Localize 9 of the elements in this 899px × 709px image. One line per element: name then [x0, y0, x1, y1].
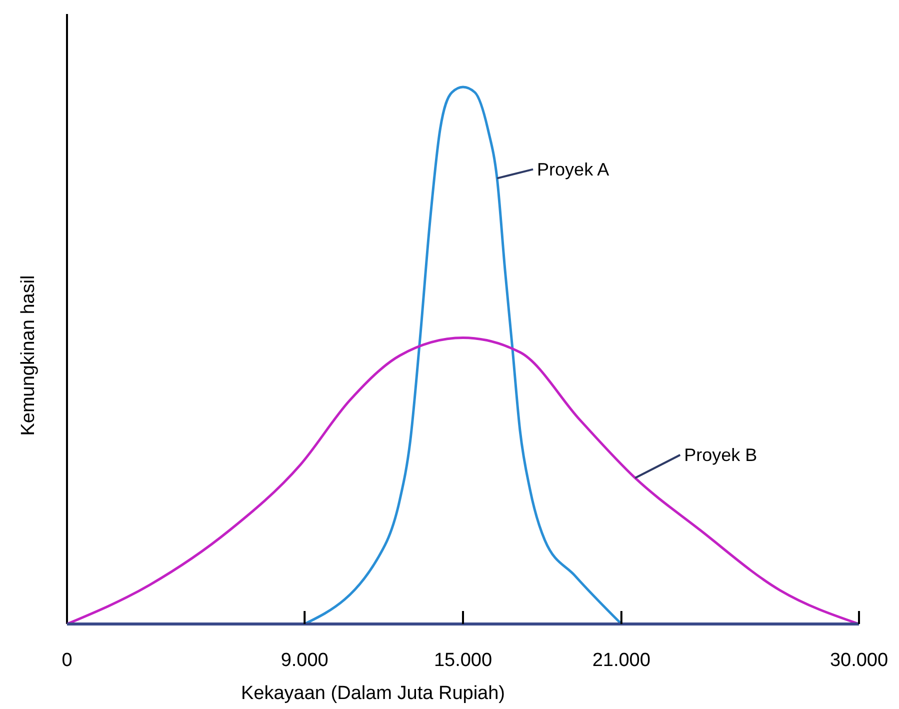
text: Proyek A [537, 159, 610, 180]
x-tick-label: 21.000 [592, 650, 650, 671]
y-axis-title: Kemungkinan hasil [18, 275, 39, 436]
text: Proyek B [684, 444, 758, 465]
x-axis-title: Kekayaan (Dalam Juta Rupiah) [240, 683, 506, 704]
x-tick-label: 15.000 [434, 650, 492, 671]
x-tick-label: 9.000 [280, 650, 328, 671]
x-tick-label: 0 [62, 650, 72, 671]
x-tick-label: 30.000 [830, 650, 888, 671]
